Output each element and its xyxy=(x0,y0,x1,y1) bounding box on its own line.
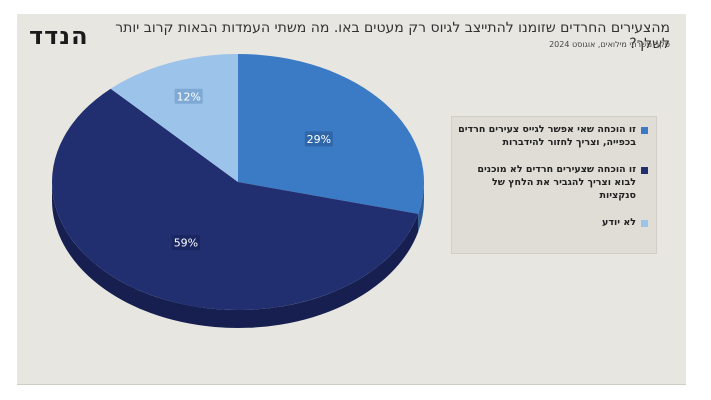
chart-title: מהצעירים החרדים שזומנו להתייצב לגיוס רק … xyxy=(115,20,670,52)
chart-subtitle: סקר משרתי מילואים, אוגוסט 2024 xyxy=(549,40,670,49)
legend-swatch-2 xyxy=(641,167,648,174)
legend-label-1: זו הוכחה שאי אפשר לגייס צעירים חרדים בכפ… xyxy=(458,124,636,148)
pie-slice-3 xyxy=(110,54,238,182)
data-label-2: 59% xyxy=(174,237,198,250)
pie-data-labels: 29% 59% 12% xyxy=(171,88,333,251)
chart-legend: זו הוכחה שאי אפשר לגייס צעירים חרדים בכפ… xyxy=(451,116,657,254)
chart-panel: הנדד מהצעירים החרדים שזומנו להתייצב לגיו… xyxy=(17,14,686,385)
data-label-box-1 xyxy=(304,131,333,147)
pie-chart: 29% 59% 12% xyxy=(52,54,424,328)
brand-logo: הנדד xyxy=(29,22,89,50)
pie-sides xyxy=(52,182,424,328)
pie-slice-2 xyxy=(52,88,419,310)
legend-item-1: זו הוכחה שאי אפשר לגייס צעירים חרדים בכפ… xyxy=(458,123,648,149)
legend-label-2: זו הוכחה שצעירים חרדים לא מוכנים לבוא וצ… xyxy=(477,164,636,201)
data-label-3: 12% xyxy=(176,90,200,103)
pie-slices xyxy=(52,54,424,310)
legend-swatch-1 xyxy=(641,127,648,134)
legend-swatch-3 xyxy=(641,220,648,227)
legend-label-3: לא יודע xyxy=(602,217,636,228)
logo-text: הנדד xyxy=(29,22,89,50)
data-label-1: 29% xyxy=(307,133,331,146)
data-label-box-2 xyxy=(171,235,200,251)
data-label-box-3 xyxy=(174,88,203,104)
legend-item-3: לא יודע xyxy=(458,216,648,229)
legend-item-2: זו הוכחה שצעירים חרדים לא מוכנים לבוא וצ… xyxy=(458,163,648,202)
pie-side-1 xyxy=(418,182,424,232)
